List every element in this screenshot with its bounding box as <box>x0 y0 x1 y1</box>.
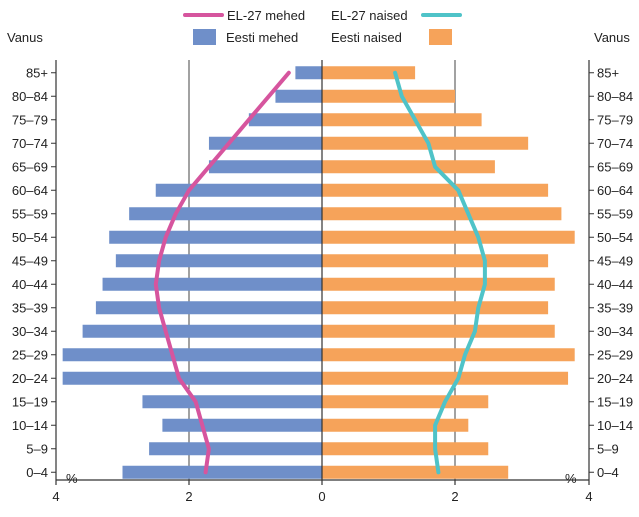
legend-swatch-estonia-women <box>429 29 452 45</box>
bar-men-15–19 <box>142 395 322 409</box>
bar-men-30–34 <box>82 324 322 338</box>
bar-women-75–79 <box>322 113 482 127</box>
legend-label-estonia-women: Eesti naised <box>331 30 402 45</box>
category-label-left: 85+ <box>26 65 48 80</box>
bar-women-10–14 <box>322 418 469 432</box>
line-el27-men <box>153 70 291 475</box>
bar-men-75–79 <box>248 113 322 127</box>
bar-women-5–9 <box>322 442 489 456</box>
x-tick-label: 2 <box>185 489 192 504</box>
legend-swatch-estonia-men <box>193 29 216 45</box>
category-label-left: 80–84 <box>12 89 48 104</box>
bar-men-40–44 <box>102 277 322 291</box>
category-label-left: 55–59 <box>12 206 48 221</box>
bar-men-50–54 <box>109 230 322 244</box>
bar-men-25–29 <box>62 348 323 362</box>
legend: EL-27 mehed EL-27 naised Eesti mehed Ees… <box>183 8 462 45</box>
bar-women-0–4 <box>322 465 509 479</box>
category-label-right: 20–24 <box>597 371 633 386</box>
bar-women-20–24 <box>322 371 569 385</box>
category-label-left: 75–79 <box>12 112 48 127</box>
bar-women-85+ <box>322 66 416 80</box>
bar-women-35–39 <box>322 301 549 315</box>
category-label-left: 60–64 <box>12 183 48 198</box>
category-label-left: 0–4 <box>26 465 48 480</box>
bar-men-60–64 <box>155 183 322 197</box>
bar-men-55–59 <box>129 207 322 221</box>
bar-men-65–69 <box>208 160 322 174</box>
category-labels: 85+ 85+ 80–84 80–84 75–79 75–79 70–74 70–74 65–6… <box>12 65 633 480</box>
category-label-right: 55–59 <box>597 206 633 221</box>
y-axis-label-right: Vanus <box>594 30 630 45</box>
legend-label-estonia-men: Eesti mehed <box>226 30 298 45</box>
category-label-right: 5–9 <box>597 441 619 456</box>
category-label-right: 0–4 <box>597 465 619 480</box>
category-label-left: 30–34 <box>12 324 48 339</box>
bar-men-0–4 <box>122 465 322 479</box>
category-label-right: 65–69 <box>597 159 633 174</box>
x-tick-label: 4 <box>52 489 59 504</box>
bar-women-70–74 <box>322 136 529 150</box>
category-label-left: 20–24 <box>12 371 48 386</box>
bar-men-85+ <box>295 66 322 80</box>
category-label-left: 15–19 <box>12 394 48 409</box>
x-tick-label: 2 <box>451 489 458 504</box>
category-label-left: 25–29 <box>12 347 48 362</box>
category-label-right: 25–29 <box>597 347 633 362</box>
category-label-right: 35–39 <box>597 300 633 315</box>
category-label-left: 50–54 <box>12 230 48 245</box>
bar-men-80–84 <box>275 89 322 103</box>
legend-label-el27-women: EL-27 naised <box>331 8 408 23</box>
bar-women-65–69 <box>322 160 495 174</box>
bar-men-20–24 <box>62 371 323 385</box>
legend-label-el27-men: EL-27 mehed <box>227 8 305 23</box>
category-label-left: 45–49 <box>12 253 48 268</box>
bar-women-80–84 <box>322 89 455 103</box>
bar-men-35–39 <box>95 301 323 315</box>
bar-women-25–29 <box>322 348 575 362</box>
category-label-left: 40–44 <box>12 277 48 292</box>
category-label-right: 70–74 <box>597 136 633 151</box>
category-label-right: 50–54 <box>597 230 633 245</box>
category-label-right: 30–34 <box>597 324 633 339</box>
unit-label-right: % <box>565 471 577 486</box>
category-label-right: 10–14 <box>597 418 633 433</box>
category-label-right: 75–79 <box>597 112 633 127</box>
category-label-right: 45–49 <box>597 253 633 268</box>
category-label-left: 65–69 <box>12 159 48 174</box>
x-tick-label: 4 <box>585 489 592 504</box>
bar-women-15–19 <box>322 395 489 409</box>
category-label-left: 10–14 <box>12 418 48 433</box>
line-el27-women <box>393 70 487 475</box>
category-label-right: 85+ <box>597 65 619 80</box>
bar-men-70–74 <box>208 136 322 150</box>
category-label-right: 60–64 <box>597 183 633 198</box>
category-label-right: 80–84 <box>597 89 633 104</box>
bar-women-45–49 <box>322 254 549 268</box>
series-lines <box>153 70 487 475</box>
bar-men-45–49 <box>115 254 322 268</box>
bar-women-40–44 <box>322 277 555 291</box>
bar-women-55–59 <box>322 207 562 221</box>
bars <box>62 66 575 479</box>
category-label-left: 5–9 <box>26 441 48 456</box>
unit-label-left: % <box>66 471 78 486</box>
x-tick-label: 0 <box>318 489 325 504</box>
x-tick-labels: 4 2 0 2 4 <box>52 489 592 504</box>
category-label-left: 35–39 <box>12 300 48 315</box>
axes <box>51 60 594 485</box>
gridlines <box>188 60 456 480</box>
category-label-right: 15–19 <box>597 394 633 409</box>
bar-women-50–54 <box>322 230 575 244</box>
bar-women-60–64 <box>322 183 549 197</box>
y-axis-label-left: Vanus <box>7 30 43 45</box>
bar-men-5–9 <box>149 442 322 456</box>
bar-men-10–14 <box>162 418 322 432</box>
category-label-left: 70–74 <box>12 136 48 151</box>
category-label-right: 40–44 <box>597 277 633 292</box>
bar-women-30–34 <box>322 324 555 338</box>
